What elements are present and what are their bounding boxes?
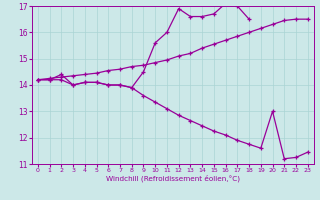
X-axis label: Windchill (Refroidissement éolien,°C): Windchill (Refroidissement éolien,°C) xyxy=(106,175,240,182)
